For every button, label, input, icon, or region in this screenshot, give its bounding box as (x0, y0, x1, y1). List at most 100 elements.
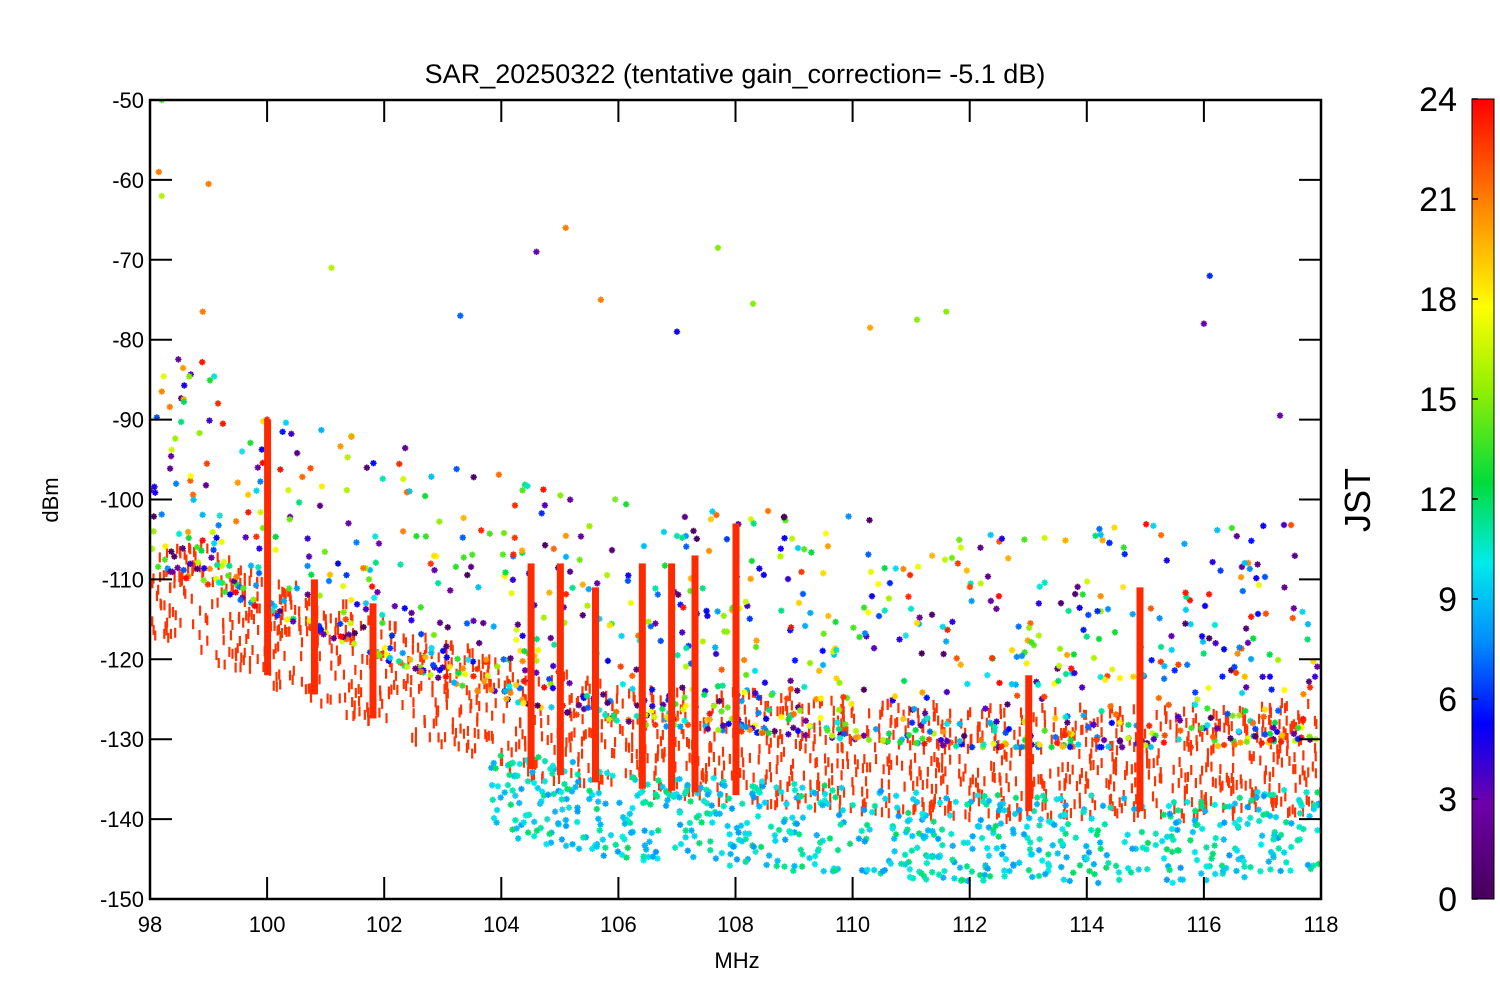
scatter-point (1157, 531, 1165, 539)
noise-floor-point (664, 796, 671, 804)
noise-floor-point (475, 694, 478, 705)
noise-floor-point (707, 846, 714, 854)
scatter-point (347, 620, 354, 627)
scatter-point (640, 542, 648, 550)
noise-floor-point (1079, 702, 1082, 713)
noise-floor-point (481, 653, 484, 664)
noise-floor-point (493, 819, 500, 826)
scatter-point (237, 596, 244, 604)
noise-floor-point (866, 725, 869, 736)
scatter-point (288, 430, 295, 437)
scatter-point (930, 730, 937, 737)
noise-floor-point (1222, 705, 1225, 716)
scatter-point (752, 643, 760, 651)
noise-floor-point (523, 693, 526, 704)
noise-floor-point (1230, 773, 1233, 784)
noise-floor-point (820, 696, 824, 707)
scatter-point (1157, 658, 1164, 666)
noise-floor-point (1002, 855, 1010, 863)
scatter-point (798, 568, 805, 576)
scatter-point (944, 626, 951, 634)
scatter-point (233, 573, 240, 581)
scatter-point (247, 599, 255, 606)
noise-floor-point (987, 808, 990, 819)
noise-floor-point (1054, 707, 1057, 718)
noise-floor-point (720, 691, 723, 702)
scatter-point (285, 487, 292, 494)
noise-floor-point (288, 626, 291, 637)
noise-floor-point (609, 772, 616, 780)
noise-floor-point (1010, 830, 1017, 837)
scatter-point (1181, 540, 1188, 547)
noise-floor-point (742, 858, 749, 865)
scatter-point (213, 534, 220, 541)
noise-floor-point (1065, 773, 1068, 784)
noise-floor-point (1270, 854, 1277, 861)
scatter-point (495, 471, 503, 478)
noise-floor-point (243, 597, 246, 608)
noise-floor-point (1044, 800, 1047, 811)
noise-floor-point (1280, 796, 1283, 807)
scatter-point (787, 624, 795, 631)
noise-floor-point (1143, 808, 1146, 819)
scatter-point (178, 395, 185, 402)
noise-floor-point (158, 552, 161, 563)
noise-floor-point (964, 877, 971, 885)
noise-floor-point (1043, 781, 1046, 792)
noise-floor-point (273, 620, 276, 631)
noise-floor-point (445, 665, 449, 676)
scatter-point (984, 672, 991, 679)
noise-floor-point (188, 542, 191, 553)
noise-floor-point (462, 728, 466, 739)
noise-floor-point (733, 824, 741, 832)
scatter-point (998, 535, 1006, 542)
noise-floor-point (1293, 752, 1296, 763)
noise-floor-point (910, 795, 917, 803)
y-tick-label: -90 (112, 408, 144, 433)
noise-floor-point (1163, 876, 1171, 883)
noise-floor-point (704, 763, 708, 774)
noise-floor-point (790, 700, 793, 711)
noise-floor-point (907, 718, 910, 729)
scatter-point (850, 624, 857, 631)
noise-floor-point (1155, 798, 1158, 809)
noise-floor-point (892, 831, 900, 838)
noise-floor-point (1234, 823, 1242, 830)
noise-floor-point (809, 753, 812, 764)
scatter-point (835, 706, 843, 714)
noise-floor-point (1091, 792, 1094, 803)
noise-floor-point (642, 846, 650, 853)
scatter-point (174, 564, 181, 571)
noise-floor-point (841, 697, 844, 708)
noise-floor-point (922, 802, 925, 813)
scatter-point (715, 726, 722, 734)
noise-floor-point (499, 755, 503, 766)
noise-floor-point (700, 770, 703, 781)
noise-floor-point (450, 657, 453, 668)
noise-floor-point (992, 822, 999, 830)
noise-floor-point (390, 663, 393, 674)
scatter-point (683, 543, 690, 550)
noise-floor-point (879, 709, 882, 720)
scatter-point (848, 700, 855, 708)
noise-floor-point (304, 684, 307, 695)
scatter-point (213, 561, 221, 569)
colorbar-tick-label: 6 (1438, 681, 1457, 719)
noise-floor-point (595, 789, 603, 797)
noise-floor-point (618, 851, 626, 859)
scatter-point (1116, 737, 1124, 744)
scatter-point (1274, 656, 1282, 664)
scatter-point (642, 721, 650, 729)
scatter-point (723, 628, 731, 635)
noise-floor-point (954, 736, 957, 747)
noise-floor-point (743, 704, 746, 715)
noise-floor-point (725, 795, 733, 802)
noise-floor-point (1100, 758, 1103, 769)
noise-floor-point (1257, 868, 1264, 875)
noise-floor-point (437, 705, 440, 716)
scatter-point (830, 651, 838, 658)
scatter-point (728, 715, 736, 722)
noise-floor-point (840, 718, 843, 729)
noise-floor-point (1198, 803, 1205, 810)
scatter-point (856, 633, 863, 641)
